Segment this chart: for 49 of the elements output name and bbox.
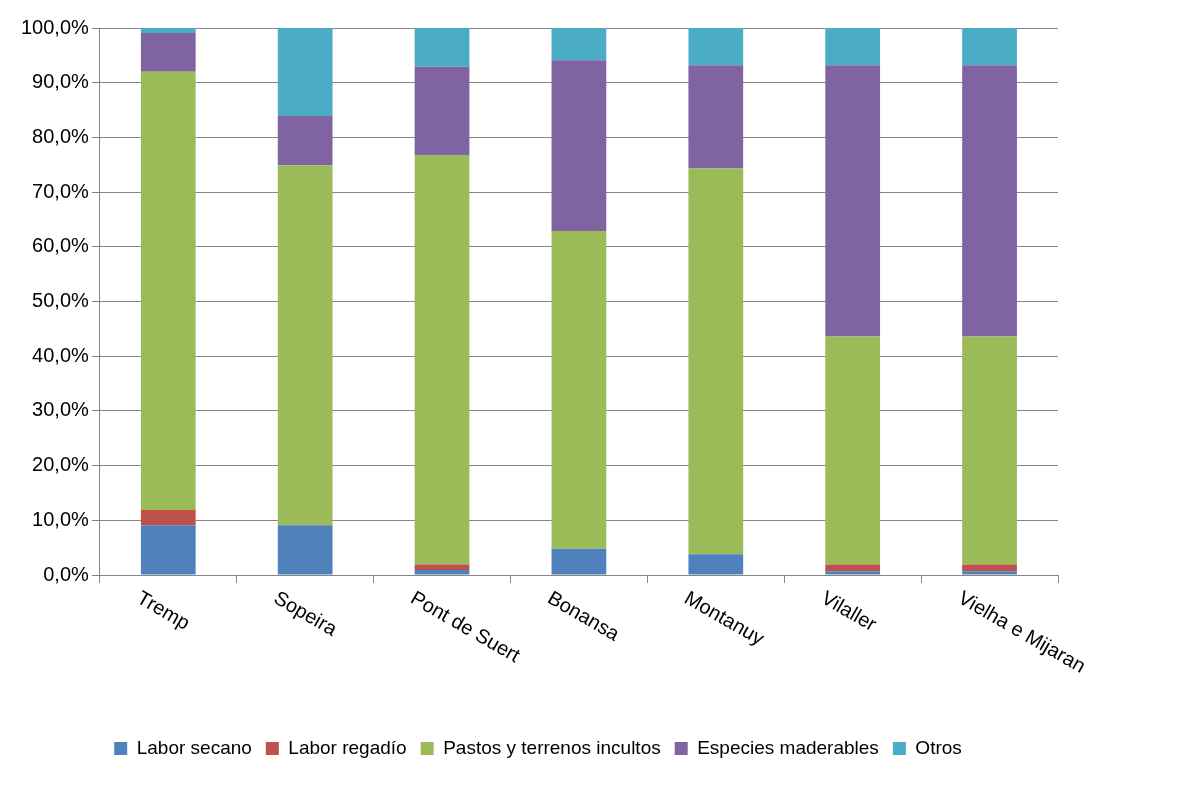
x-tick-label: Pont de Suert bbox=[407, 586, 525, 667]
legend-label: Labor secano bbox=[136, 736, 252, 758]
bar bbox=[825, 65, 881, 337]
y-tick-label: 60,0% bbox=[32, 234, 90, 257]
bar bbox=[277, 525, 333, 575]
bar bbox=[825, 28, 881, 66]
y-tick-label: 50,0% bbox=[32, 289, 90, 312]
bar bbox=[551, 548, 607, 575]
bar bbox=[140, 509, 196, 526]
bar bbox=[414, 28, 470, 67]
legend-label: Pastos y terrenos incultos bbox=[443, 736, 661, 758]
bar bbox=[962, 571, 1017, 575]
legend-label: Labor regadío bbox=[288, 736, 407, 758]
y-tick-label: 20,0% bbox=[32, 453, 90, 476]
bar bbox=[688, 554, 744, 575]
bar bbox=[825, 571, 881, 575]
bar bbox=[277, 165, 333, 526]
bar bbox=[551, 230, 607, 549]
bar bbox=[277, 116, 333, 166]
bar bbox=[688, 168, 744, 555]
y-tick-label: 0,0% bbox=[43, 562, 90, 585]
bar bbox=[962, 65, 1017, 337]
bar bbox=[277, 28, 333, 117]
bar bbox=[414, 154, 470, 565]
bar bbox=[962, 336, 1017, 565]
bar bbox=[140, 71, 196, 510]
bar bbox=[962, 28, 1017, 66]
legend-label: Otros bbox=[915, 736, 962, 758]
bar bbox=[414, 570, 470, 575]
y-tick-label: 40,0% bbox=[32, 343, 90, 366]
bar bbox=[551, 28, 607, 61]
y-tick-label: 90,0% bbox=[32, 70, 90, 93]
bar bbox=[414, 66, 470, 155]
y-tick-label: 100,0% bbox=[20, 15, 90, 38]
bar bbox=[551, 60, 607, 231]
bar bbox=[825, 564, 881, 572]
bar bbox=[688, 65, 744, 169]
bar bbox=[414, 564, 470, 571]
bar bbox=[140, 525, 196, 575]
y-tick-label: 70,0% bbox=[32, 179, 90, 202]
bar bbox=[140, 32, 196, 72]
y-tick-label: 30,0% bbox=[32, 398, 90, 421]
y-tick-label: 10,0% bbox=[32, 507, 90, 530]
y-tick-label: 80,0% bbox=[32, 124, 90, 147]
legend-label: Especies maderables bbox=[697, 736, 879, 758]
bar bbox=[140, 28, 196, 33]
bar bbox=[825, 336, 881, 565]
bar bbox=[962, 564, 1017, 572]
bar bbox=[688, 28, 744, 66]
